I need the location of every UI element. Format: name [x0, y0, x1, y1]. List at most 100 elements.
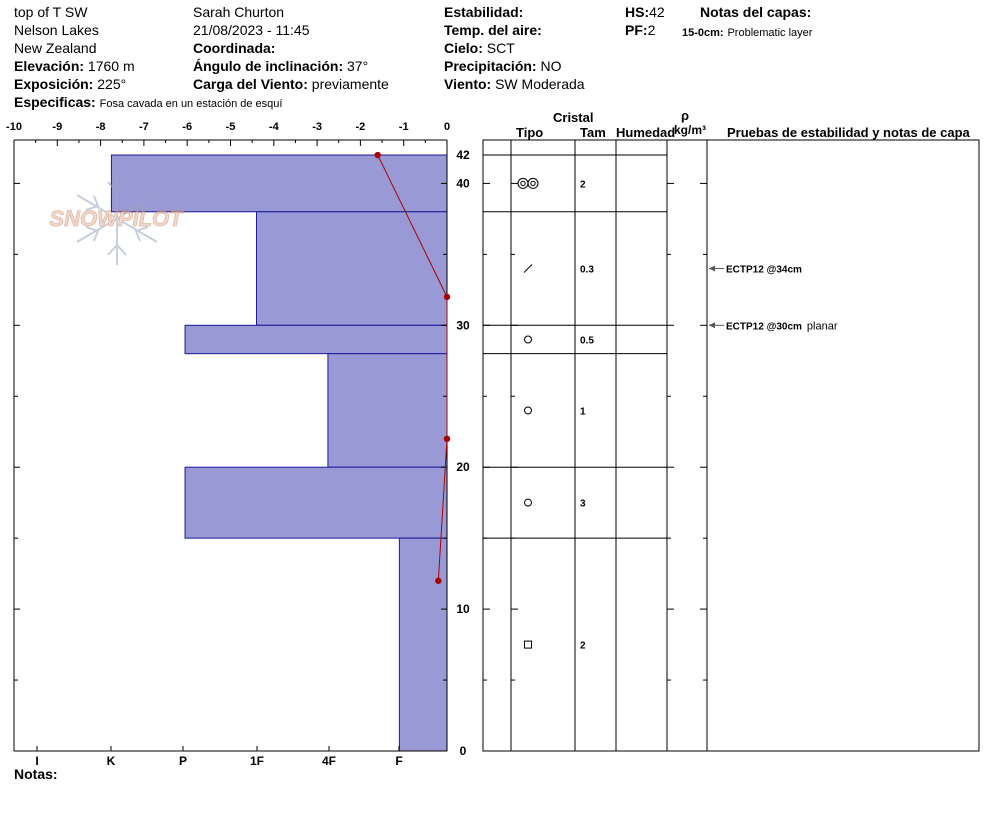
arrow-left-icon	[709, 322, 715, 329]
layer-notes-label: Notas del capas:	[700, 4, 812, 20]
temp-tick-label: -6	[182, 121, 192, 133]
hardness-label: 1F	[250, 754, 264, 768]
crystal-slash-icon	[523, 264, 533, 273]
stability-test: ECTP12 @34cm	[726, 265, 802, 276]
crystal-circle-icon	[524, 335, 532, 344]
rho-header: ρ	[681, 108, 690, 123]
crystal-size: 3	[580, 499, 586, 510]
crystal-square-icon	[524, 640, 532, 649]
layer-bar	[398, 537, 448, 752]
depth-label: 42	[456, 148, 470, 162]
temp-tick-label: -7	[139, 121, 149, 133]
hs: HS:42	[625, 4, 665, 20]
layer-bar	[184, 466, 448, 539]
crystal-rounded-pair-icon	[517, 177, 539, 189]
humedad-header: Humedad	[616, 125, 676, 140]
crystal-size: 2	[580, 179, 586, 190]
slope: Ángulo de inclinación: 37°	[193, 58, 368, 74]
slope-value: 37°	[347, 58, 369, 74]
stability-test-note: planar	[807, 320, 838, 332]
crystal-slash-icon	[523, 264, 533, 273]
crystal-ring-icon	[527, 177, 539, 189]
cristal-header: Cristal	[553, 110, 594, 125]
windload-label: Carga del Viento:	[193, 76, 308, 92]
temperature-point	[443, 435, 451, 443]
specifics: Especificas: Fosa cavada en un estación …	[14, 94, 282, 112]
slope-label: Ángulo de inclinación:	[193, 58, 344, 74]
site-name: top of T SW	[14, 4, 88, 20]
temp-tick-label: 0	[444, 121, 450, 133]
crystal-square-icon	[524, 640, 532, 649]
exposure: Exposición: 225°	[14, 76, 126, 92]
snowflake-icon	[76, 172, 158, 265]
pf-value: 2	[647, 22, 656, 38]
layer-bars	[110, 154, 448, 752]
sky-value: SCT	[486, 40, 515, 56]
density-unit-header: kg/m³	[674, 123, 707, 137]
arrow-left-icon	[709, 265, 715, 272]
elevation-value: 1760 m	[87, 58, 135, 74]
stability-test-result: ECTP12 @34cm	[726, 265, 802, 276]
stability-test: ECTP12 @30cm planar	[726, 320, 838, 332]
hardness-label: K	[107, 754, 116, 768]
table-border	[482, 139, 980, 752]
layer-table: 2 0.3 0.5 1 3 2 ECTP12 @34cm ECTP12 @30cm planar	[482, 139, 980, 752]
temperature-point	[443, 293, 451, 301]
hardness-label: P	[179, 754, 187, 768]
temp-tick-label: -3	[312, 121, 322, 133]
temp-tick-label: -5	[226, 121, 236, 133]
coord-label: Coordinada:	[193, 40, 276, 56]
crystal-circle-icon	[524, 498, 532, 507]
precip: Precipitación: NO	[444, 58, 561, 74]
specifics-value: Fosa cavada en un estación de esquí	[99, 98, 283, 110]
layer-bar	[255, 211, 448, 326]
precip-value: NO	[540, 58, 562, 74]
crystal-circle-icon	[524, 335, 532, 344]
layer-note-range: 15-0cm:	[682, 27, 724, 39]
airtemp-label: Temp. del aire:	[444, 22, 542, 38]
temp-tick-label: -2	[356, 121, 366, 133]
specifics-label: Especificas:	[14, 94, 96, 110]
crystal-size: 1	[580, 406, 586, 417]
tipo-header: Tipo	[516, 125, 544, 140]
elevation-label: Elevación:	[14, 58, 85, 74]
pf: PF:2	[625, 22, 655, 38]
temperature-point	[435, 577, 442, 584]
depth-label: 30	[456, 318, 470, 332]
windload-value: previamente	[311, 76, 389, 92]
hs-label: HS:	[625, 4, 650, 20]
layer-bar	[110, 154, 448, 213]
sky-label: Cielo:	[444, 40, 483, 56]
layer-bar	[184, 324, 448, 355]
area-name: Nelson Lakes	[14, 22, 99, 38]
exposure-label: Exposición:	[14, 76, 94, 92]
pf-label: PF:	[625, 22, 648, 38]
temp-tick-label: -8	[96, 121, 106, 133]
country-name: New Zealand	[14, 40, 97, 56]
exposure-value: 225°	[97, 76, 127, 92]
depth-label: 40	[456, 176, 470, 190]
sky: Cielo: SCT	[444, 40, 515, 56]
depth-label: 10	[456, 602, 470, 616]
snowpilot-watermark: SNOWPILOT	[49, 172, 185, 265]
temperature-line	[377, 154, 448, 581]
observer-name: Sarah Churton	[193, 4, 285, 20]
temperature-point	[374, 151, 381, 159]
crystal-ring-icon	[517, 177, 529, 189]
wind-value: SW Moderada	[495, 76, 585, 92]
windload: Carga del Viento: previamente	[193, 76, 389, 92]
crystal-circle-icon	[524, 406, 532, 415]
datetime: 21/08/2023 - 11:45	[193, 22, 310, 38]
crystal-ring-inner-icon	[530, 180, 536, 187]
hardness-label: F	[395, 754, 402, 768]
layer-note: 15-0cm: Problematic layer	[682, 23, 812, 41]
stability-test-result: ECTP12 @30cm	[726, 321, 802, 332]
notes-label: Notas:	[14, 766, 58, 782]
watermark-text: SNOWPILOT	[49, 206, 184, 231]
tam-header: Tam	[580, 125, 606, 140]
stability-label: Estabilidad:	[444, 4, 524, 20]
crystal-circle-icon	[524, 498, 532, 507]
layer-note-text: Problematic layer	[727, 27, 813, 39]
wind: Viento: SW Moderada	[444, 76, 585, 92]
